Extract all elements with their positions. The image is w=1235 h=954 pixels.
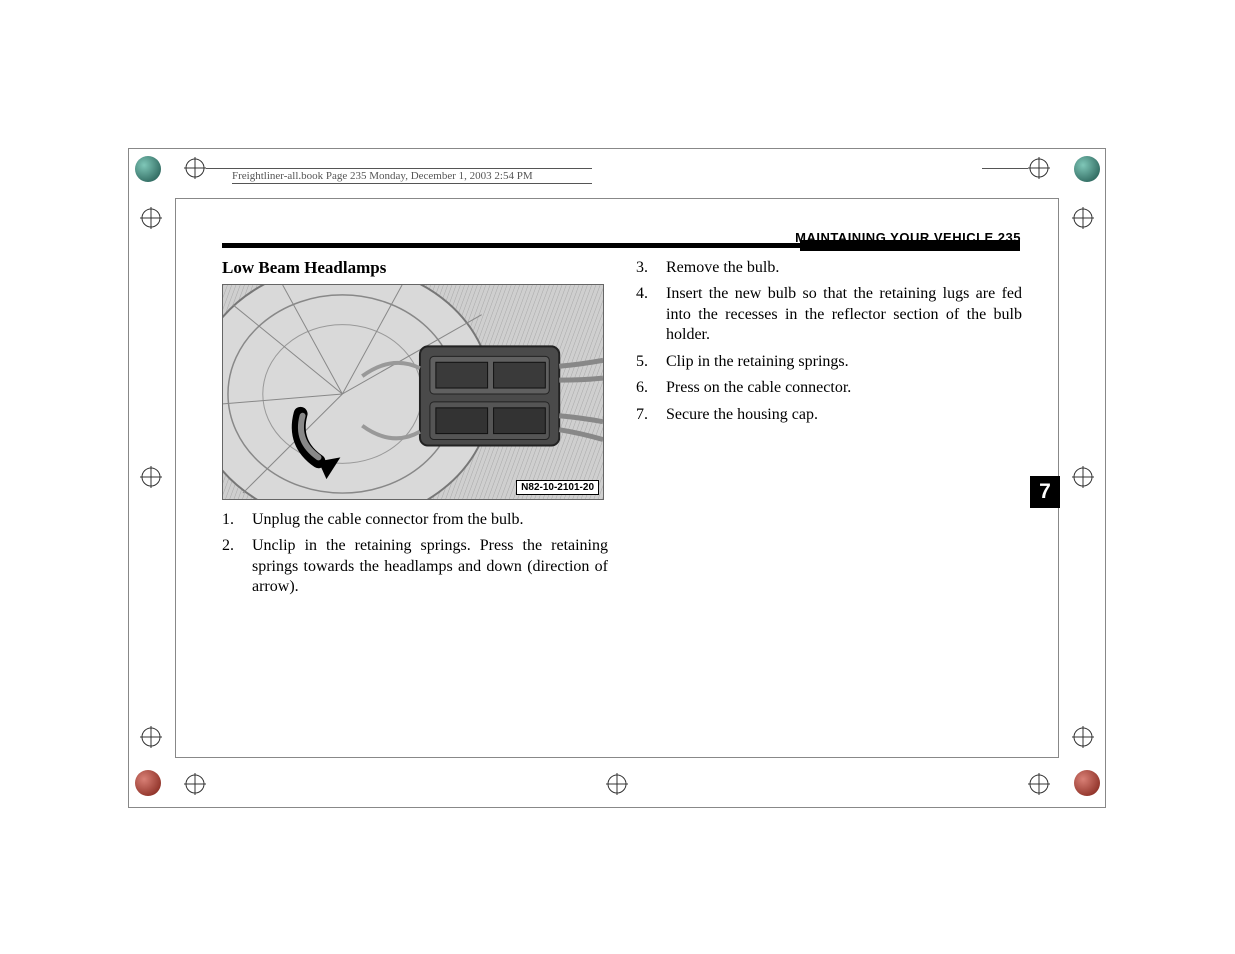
registration-bottom-center [606,773,628,795]
registration-left-mid [140,466,162,488]
swatch-top-left [135,156,161,182]
left-steps: Unplug the cable connector from the bulb… [222,510,608,598]
step-5: Clip in the retaining springs. [636,352,1022,372]
left-column: Low Beam Headlamps [222,258,608,604]
right-steps: Remove the bulb. Insert the new bulb so … [636,258,1022,425]
registration-bottom-right [1028,773,1050,795]
step-2: Unclip in the retaining springs. Press t… [222,536,608,597]
book-header-info: Freightliner-all.book Page 235 Monday, D… [232,168,592,184]
registration-right-upper [1072,207,1094,229]
left-column-heading: Low Beam Headlamps [222,258,608,278]
swatch-bottom-right [1074,770,1100,796]
step-1: Unplug the cable connector from the bulb… [222,510,608,530]
registration-left-upper [140,207,162,229]
crop-line [982,168,1028,169]
registration-top-left [184,157,206,179]
step-4: Insert the new bulb so that the retainin… [636,284,1022,345]
swatch-bottom-left [135,770,161,796]
swatch-top-right [1074,156,1100,182]
registration-left-lower [140,726,162,748]
registration-right-lower [1072,726,1094,748]
content-area: Low Beam Headlamps [222,258,1022,604]
figure-label: N82-10-2101-20 [516,480,599,495]
section-tab: 7 [1030,476,1060,508]
step-7: Secure the housing cap. [636,405,1022,425]
step-6: Press on the cable connector. [636,378,1022,398]
step-3: Remove the bulb. [636,258,1022,278]
right-column: Remove the bulb. Insert the new bulb so … [636,258,1022,604]
registration-bottom-left [184,773,206,795]
registration-right-mid [1072,466,1094,488]
headlamp-figure: N82-10-2101-20 [222,284,604,500]
header-rule [222,243,1020,248]
registration-top-right [1028,157,1050,179]
